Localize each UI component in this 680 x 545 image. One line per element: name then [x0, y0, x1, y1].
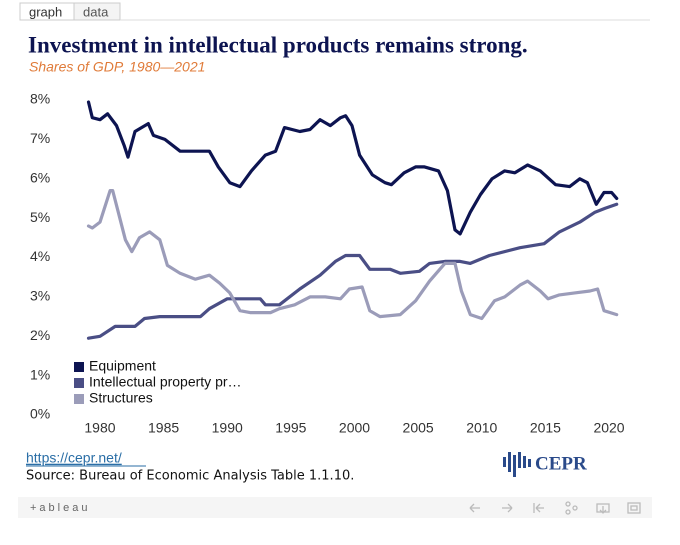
chart-subtitle: Shares of GDP, 1980—2021 [29, 59, 205, 75]
y-tick-label: 5% [30, 209, 50, 225]
chart-title: Investment in intellectual products rema… [28, 32, 528, 57]
y-tick-label: 7% [30, 130, 50, 146]
x-tick-label: 2015 [530, 420, 561, 436]
y-tick-label: 3% [30, 288, 50, 304]
legend-swatch [74, 394, 84, 404]
series-line [86, 189, 619, 321]
y-tick-label: 4% [30, 248, 50, 264]
x-tick-label: 2020 [593, 420, 624, 436]
x-tick-label: 1980 [84, 420, 115, 436]
toolbar-icons[interactable] [469, 501, 641, 515]
tab-label[interactable]: graph [29, 4, 62, 19]
legend-label: Equipment [89, 358, 156, 374]
toolbar [18, 497, 652, 518]
y-tick-label: 8% [30, 91, 50, 107]
plot-area: 0% 1% 2% 3% 4% 5% 6% 7% 8% 1980 1985 1990 1995 2000 20… [30, 91, 625, 436]
tab-label[interactable]: data [83, 4, 109, 19]
source-note: Source: Bureau of Economic Analysis Tabl… [26, 469, 354, 484]
series-line [86, 202, 619, 340]
x-tick-label: 1990 [212, 420, 243, 436]
y-tick-label: 1% [30, 366, 50, 382]
x-tick-label: 2010 [466, 420, 497, 436]
x-tick-label: 2000 [339, 420, 370, 436]
x-tick-label: 1995 [275, 420, 306, 436]
legend-swatch [74, 378, 84, 388]
legend-swatch [74, 362, 84, 372]
x-tick-label: 2005 [403, 420, 434, 436]
series-line [86, 100, 619, 236]
legend-label: Structures [89, 390, 153, 406]
logo-icon [503, 452, 531, 477]
y-tick-label: 0% [30, 406, 50, 422]
y-tick-label: 6% [30, 169, 50, 185]
y-tick-label: 2% [30, 327, 50, 343]
legend-label: Intellectual property pr… [89, 374, 242, 390]
toolbar-brand[interactable]: +ableau [30, 502, 90, 514]
x-tick-label: 1985 [148, 420, 179, 436]
logo-text: CEPR [535, 453, 587, 474]
source-link[interactable]: https://cepr.net/ [26, 450, 122, 466]
tab-data[interactable] [73, 2, 121, 21]
